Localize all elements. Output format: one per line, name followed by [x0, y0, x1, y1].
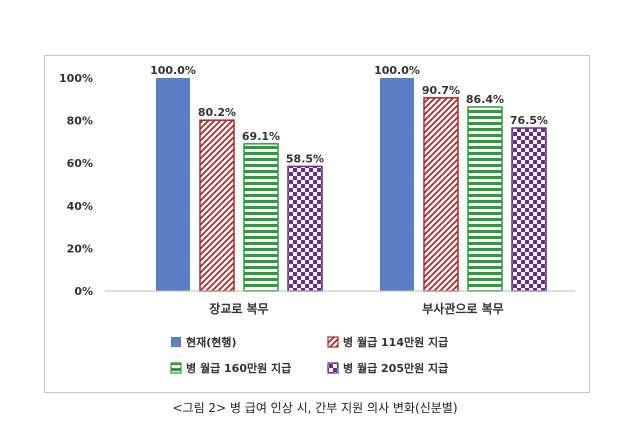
legend-label: 병 월급 205만원 지급 — [343, 361, 448, 375]
bar-value-label: 58.5% — [286, 152, 324, 165]
legend-label: 현재(현행) — [186, 335, 237, 349]
bar — [243, 143, 279, 292]
legend-swatch — [170, 362, 182, 374]
y-tick-label: 100% — [59, 72, 93, 85]
figure-caption: <그림 2> 병 급여 인상 시, 간부 지원 의사 변화(신분별) — [172, 401, 458, 415]
bar-chart: 0% 20% 40% 60% 80% 100% 100.0% 80.2% 69.1% 58.5%… — [59, 64, 575, 375]
y-tick-label: 0% — [74, 285, 93, 298]
y-tick-label: 80% — [67, 115, 93, 128]
bar-value-label: 76.5% — [510, 114, 548, 127]
bar — [199, 119, 235, 292]
bar — [380, 78, 414, 291]
y-tick-label: 40% — [67, 200, 93, 213]
y-tick-label: 60% — [67, 157, 93, 170]
category-label: 부사관으로 복무 — [422, 301, 503, 316]
legend-item: 병 월급 205만원 지급 — [327, 361, 448, 375]
y-tick-label: 20% — [67, 242, 93, 255]
legend-label: 병 월급 114만원 지급 — [343, 335, 448, 349]
bar-value-labels: 100.0%80.2%69.1%58.5%100.0%90.7%86.4%76.… — [150, 64, 548, 165]
bar — [156, 78, 190, 291]
bar — [287, 165, 323, 292]
bar — [467, 106, 503, 292]
bar — [423, 97, 459, 292]
bar-value-label: 100.0% — [150, 64, 196, 77]
bar-value-label: 90.7% — [422, 84, 460, 97]
y-axis-ticks: 0% 20% 40% 60% 80% 100% — [59, 72, 93, 298]
bars — [156, 78, 547, 292]
bar-value-label: 86.4% — [466, 93, 504, 106]
legend-swatch — [327, 362, 339, 374]
legend-swatch — [327, 336, 339, 348]
legend-item: 병 월급 114만원 지급 — [327, 335, 448, 349]
legend-item: 병 월급 160만원 지급 — [170, 361, 291, 375]
legend-item: 현재(현행) — [171, 335, 237, 349]
bar-value-label: 80.2% — [198, 106, 236, 119]
legend-label: 병 월급 160만원 지급 — [186, 361, 291, 375]
category-labels: 장교로 복무 부사관으로 복무 — [209, 301, 503, 316]
bar-value-label: 69.1% — [242, 130, 280, 143]
legend-swatch — [171, 337, 181, 347]
bar — [511, 127, 547, 292]
chart-frame: 0% 20% 40% 60% 80% 100% 100.0% 80.2% 69.1% 58.5%… — [44, 55, 590, 393]
bar-value-label: 100.0% — [374, 64, 420, 77]
legend: 현재(현행) 병 월급 114만원 지급병 월급 160만원 지급 병 월급 205… — [170, 335, 448, 375]
category-label: 장교로 복무 — [209, 302, 268, 316]
